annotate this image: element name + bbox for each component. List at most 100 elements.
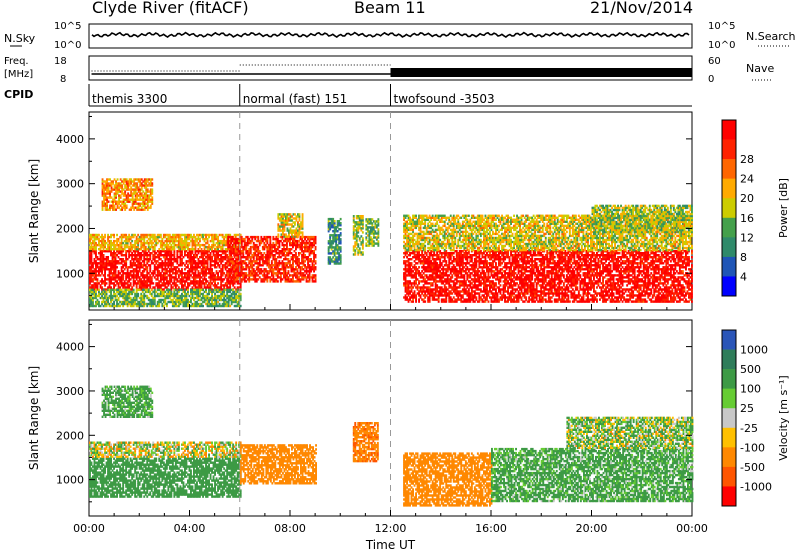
power-cell [418, 266, 420, 268]
power-cell [412, 298, 414, 300]
power-cell [223, 272, 225, 274]
power-cell [117, 178, 119, 180]
power-cell [103, 254, 105, 256]
power-cell [131, 286, 133, 288]
power-cell [104, 234, 106, 236]
power-cell [151, 196, 153, 198]
power-cell [362, 243, 364, 245]
power-cell [290, 213, 292, 215]
power-cell [424, 300, 426, 302]
power-cell [116, 266, 118, 268]
power-cell [373, 240, 375, 242]
power-cell [113, 236, 115, 238]
power-cell [119, 286, 121, 288]
power-cell [211, 293, 213, 295]
power-cell [340, 232, 342, 234]
power-cell [302, 231, 304, 233]
power-cell [151, 293, 153, 295]
power-cell [169, 234, 171, 236]
power-cell [237, 289, 239, 291]
power-cell [160, 234, 162, 236]
freq-left-tick-top: 18 [54, 56, 67, 67]
power-cell [289, 260, 291, 262]
power-cell [152, 282, 154, 284]
power-cell [238, 242, 240, 244]
cpid-label: CPID [4, 88, 33, 101]
power-cell [250, 248, 252, 250]
power-cell [271, 260, 273, 262]
power-cell [175, 274, 177, 276]
power-cell [429, 298, 431, 300]
power-cell [131, 248, 133, 250]
power-cell [340, 254, 342, 256]
power-cell [95, 289, 97, 291]
power-cell [106, 282, 108, 284]
power-cell [149, 248, 151, 250]
power-cell [222, 260, 224, 262]
power-cell [106, 293, 108, 295]
power-cell [108, 201, 110, 203]
power-cell [315, 266, 317, 268]
power-cell [130, 282, 132, 284]
freq-label-top: Freq. [4, 56, 29, 67]
cpid-segment-label: normal (fast) 151 [243, 92, 347, 106]
power-cell [205, 274, 207, 276]
power-cell [222, 248, 224, 250]
power-cell [229, 286, 231, 288]
power-cell [198, 248, 200, 250]
power-cell [259, 260, 261, 262]
power-cell [216, 234, 218, 236]
noise-right-tick-bottom: 10^0 [708, 40, 735, 51]
power-cell [173, 248, 175, 250]
power-cell [240, 305, 242, 307]
power-cell [280, 274, 282, 276]
power-cell [208, 236, 210, 238]
power-cell [122, 274, 124, 276]
power-cell [190, 234, 192, 236]
power-cell [414, 290, 416, 292]
power-cell [217, 248, 219, 250]
power-cell [217, 282, 219, 284]
power-cell [377, 230, 379, 232]
power-cell [357, 231, 359, 233]
power-cell [302, 215, 304, 217]
power-cell [310, 258, 312, 260]
power-cell [141, 186, 143, 188]
power-cell [151, 199, 153, 201]
power-cell [315, 236, 317, 238]
power-cell [377, 228, 379, 230]
power-cell [110, 236, 112, 238]
power-cell [268, 260, 270, 262]
power-cell [154, 234, 156, 236]
power-cell [202, 305, 204, 307]
power-cell [151, 182, 153, 184]
power-cell [154, 286, 156, 288]
power-cell [151, 188, 153, 190]
power-cell [207, 260, 209, 262]
power-cell [195, 248, 197, 250]
power-cell [222, 274, 224, 276]
power-cell [353, 215, 355, 217]
power-cell [263, 248, 265, 250]
noise-trace [92, 33, 689, 37]
power-cell [334, 220, 336, 222]
power-cell [295, 248, 297, 250]
freq-left-tick-bottom: 8 [60, 74, 66, 85]
noise-right-tick-top: 10^5 [708, 21, 735, 32]
power-cell [98, 289, 100, 291]
power-cell [272, 274, 274, 276]
power-cell [100, 274, 102, 276]
power-cell [211, 268, 213, 270]
cpid-segment-label: themis 3300 [92, 92, 167, 106]
power-cell [282, 236, 284, 238]
cpid-segment-label: twofsound -3503 [394, 92, 495, 106]
power-cell [184, 248, 186, 250]
power-cell [362, 215, 364, 217]
noise-left-tick-top: 10^5 [54, 21, 81, 32]
power-cell [204, 248, 206, 250]
power-cell [315, 248, 317, 250]
power-cell [193, 234, 195, 236]
power-cell [436, 284, 438, 286]
power-cell [145, 246, 147, 248]
power-cell [163, 248, 165, 250]
